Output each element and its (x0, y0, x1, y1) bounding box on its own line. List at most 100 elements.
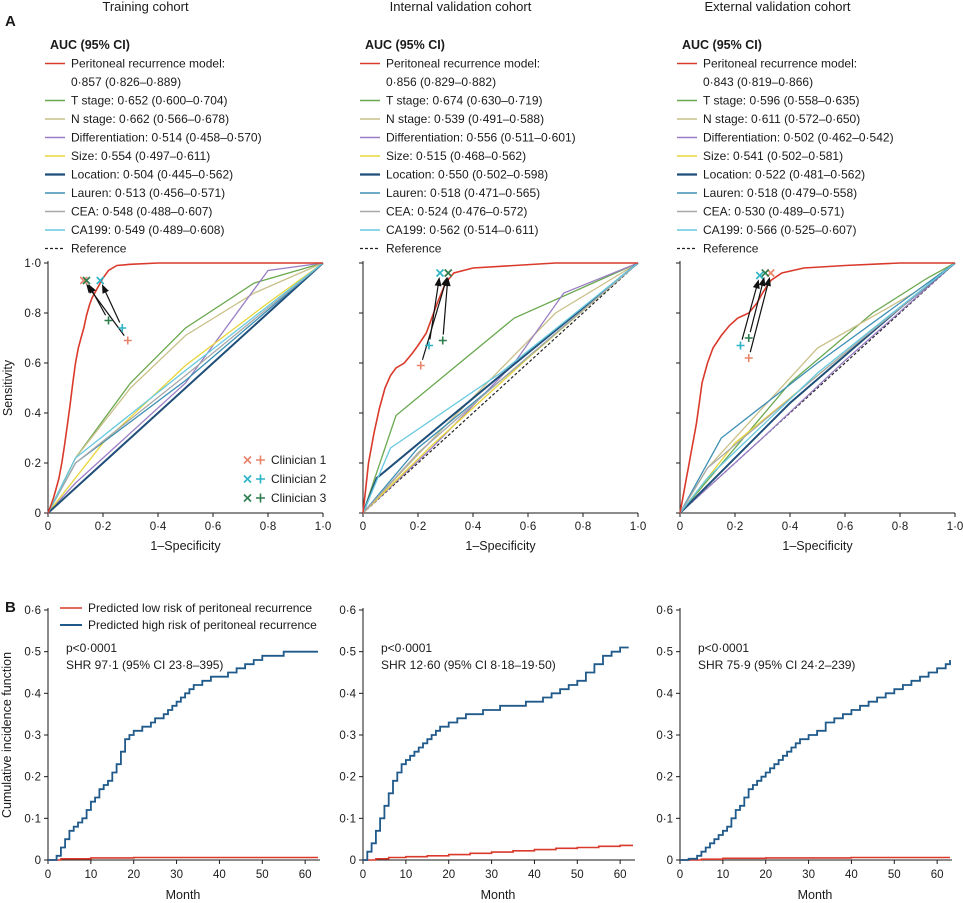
x-tick-label: 0 (45, 869, 51, 881)
y-tick-label: 0·2 (339, 772, 356, 784)
y-tick-label: 0·1 (656, 813, 673, 825)
roc-curve-cea (679, 262, 956, 514)
x-tick-label: 0 (360, 869, 366, 881)
roc-curve-model (679, 262, 955, 514)
p-value: p<0·0001 (698, 641, 749, 655)
y-tick-label: 0·4 (24, 688, 41, 700)
auc-header: AUC (95% CI) (365, 38, 445, 52)
x-tick-label: 1·0 (315, 521, 332, 533)
x-tick-label: 0·6 (520, 521, 537, 533)
roc-panel: Training cohort AUC (95% CI) Peritoneal re… (1, 0, 331, 553)
cif-panels: 0 10 20 30 40 50 60 0 0·1 0·2 0·3 0·4 0·5 0·6 Month Cum… (0, 601, 952, 902)
legend-label: Size: 0·554 (0·497–0·611) (71, 149, 210, 163)
roc-curve-differentiation (47, 262, 324, 514)
y-tick-label: 0·3 (339, 730, 356, 742)
x-tick-label: 50 (888, 869, 901, 881)
legend-label: Lauren: 0·513 (0·456–0·571) (71, 186, 225, 200)
x-tick-label: 0 (677, 869, 683, 881)
y-tick-label: 0·4 (24, 408, 41, 420)
x-tick-label: 0·8 (260, 521, 277, 533)
clinician-cross-marker (444, 268, 453, 278)
roc-panels: Training cohort AUC (95% CI) Peritoneal re… (1, 0, 963, 553)
cif-curve-low-risk (48, 856, 318, 861)
cif-curve-high-risk (680, 660, 951, 861)
roc-curve-ca199 (47, 262, 324, 514)
clinician-arrowhead (758, 276, 766, 287)
panel-label-b: B (5, 599, 16, 616)
x-tick-label: 0 (677, 521, 683, 533)
y-tick-label: 0·5 (339, 647, 356, 659)
clinician-cross-marker (82, 276, 91, 285)
cif-curve-high-risk (363, 646, 629, 861)
clinician-legend-label: Clinician 3 (271, 491, 327, 505)
x-tick-label: 30 (485, 869, 498, 881)
legend-label: Differentiation: 0·556 (0·511–0·601) (386, 131, 576, 145)
y-tick-label: 0·5 (24, 647, 41, 659)
clinician-legend-plus (256, 493, 265, 503)
legend-label: CA199: 0·562 (0·514–0·611) (386, 223, 539, 237)
clinician-cross-marker (755, 271, 764, 280)
clinician-cross-marker (761, 268, 770, 278)
x-tick-label: 40 (845, 869, 858, 881)
y-tick-label: 0·2 (24, 458, 41, 470)
y-tick-label: 0·1 (24, 813, 41, 825)
clinician-arrow (421, 279, 447, 360)
y-tick-label: 0·6 (339, 605, 356, 617)
legend-label: Location: 0·504 (0·445–0·562) (71, 168, 233, 182)
x-tick-label: 10 (84, 869, 97, 881)
legend-label: CA199: 0·566 (0·525–0·607) (703, 223, 856, 237)
x-tick-label: 1·0 (630, 521, 647, 533)
y-tick-label: 0·6 (24, 358, 41, 370)
legend-label: CA199: 0·549 (0·489–0·608) (71, 223, 224, 237)
panel-title: Internal validation cohort (390, 0, 532, 14)
legend-label: T stage: 0·596 (0·558–0·635) (703, 94, 860, 108)
legend-label: CEA: 0·548 (0·488–0·607) (71, 205, 212, 219)
shr-label: SHR 12·60 (95% CI 8·18–19·50) (381, 658, 556, 672)
x-tick-label: 30 (170, 869, 183, 881)
clinician-legend-plus (256, 474, 265, 484)
x-tick-label: 0·8 (575, 521, 592, 533)
clinician-arrowhead (443, 276, 451, 287)
clinician-legend-cross (243, 474, 252, 484)
clinician-arrow (741, 282, 759, 340)
x-tick-label: 1·0 (947, 521, 963, 533)
y-tick-label: 0·6 (656, 605, 673, 617)
clinician-cross-marker (435, 268, 445, 278)
legend-label: N stage: 0·611 (0·572–0·650) (703, 112, 860, 126)
panel-title: Training cohort (102, 0, 189, 14)
roc-curve-ca199 (362, 262, 639, 514)
clinician-legend-cross (243, 493, 252, 503)
cif-panel: 0 10 20 30 40 50 60 0 0·1 0·2 0·3 0·4 0·5 0·6 Month Cum… (0, 601, 320, 902)
roc-curve-model (47, 262, 323, 514)
x-tick-label: 20 (127, 869, 140, 881)
clinician-plus-marker (123, 336, 132, 345)
cif-legend-label: Predicted high risk of peritoneal recurr… (88, 618, 317, 632)
y-tick-label: 0·5 (656, 647, 673, 659)
x-tick-label: 10 (399, 869, 412, 881)
x-axis-label: 1–Specificity (465, 539, 536, 553)
roc-curve-n-stage (362, 262, 639, 514)
clinician-arrowhead (88, 284, 96, 294)
clinician-arrow (749, 279, 770, 353)
y-tick-label: 0 (350, 855, 356, 867)
y-tick-label: 0·4 (656, 688, 673, 700)
legend-label: CEA: 0·530 (0·489–0·571) (703, 205, 844, 219)
cif-curve-low-risk (680, 856, 950, 861)
y-axis-label: Sensitivity (1, 359, 15, 416)
x-axis-label: 1–Specificity (782, 539, 853, 553)
roc-curve-differentiation (679, 262, 956, 514)
legend-label: Lauren: 0·518 (0·479–0·558) (703, 186, 857, 200)
x-tick-label: 0·2 (95, 521, 112, 533)
x-tick-label: 40 (213, 869, 226, 881)
x-tick-label: 60 (614, 869, 627, 881)
clinician-arrowhead (764, 276, 771, 287)
clinician-legend-plus (256, 455, 265, 465)
x-tick-label: 0·8 (892, 521, 909, 533)
y-tick-label: 0·2 (656, 772, 673, 784)
x-tick-label: 0·6 (205, 521, 222, 533)
y-tick-label: 0 (35, 855, 41, 867)
x-tick-label: 20 (442, 869, 455, 881)
clinician-plus-marker (736, 341, 745, 350)
clinician-arrow (749, 279, 765, 333)
